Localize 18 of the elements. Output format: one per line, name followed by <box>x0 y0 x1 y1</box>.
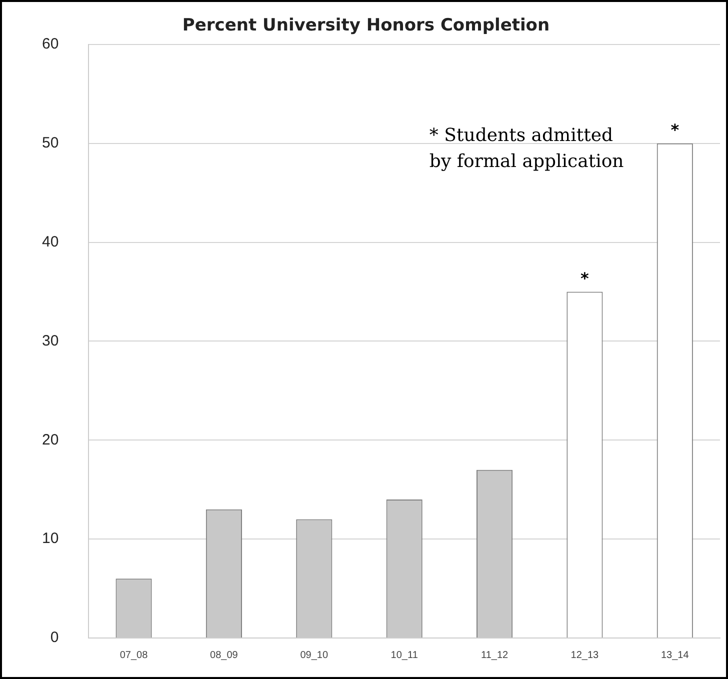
y-tick-label: 10 <box>42 530 59 548</box>
x-tick-label: 08_09 <box>210 650 238 661</box>
y-tick-label: 40 <box>42 233 59 250</box>
x-tick-label: 10_11 <box>390 650 418 661</box>
annotation: * <box>580 268 590 288</box>
x-tick-label: 13_14 <box>661 650 690 661</box>
y-tick-label: 30 <box>42 332 59 350</box>
x-tick-label: 12_13 <box>570 650 600 661</box>
y-tick-label: 0 <box>50 629 59 646</box>
annotation: * <box>670 120 680 140</box>
annotation: * Students admitted by formal application <box>429 125 624 172</box>
x-tick-label: 07_08 <box>120 650 148 661</box>
y-tick-label: 50 <box>42 134 59 152</box>
chart-title: Percent University Honors Completion <box>182 16 550 36</box>
x-tick-label: 11_12 <box>480 650 508 661</box>
y-tick-label: 20 <box>42 431 59 448</box>
y-tick-label: 60 <box>42 36 59 53</box>
x-tick-label: 09_10 <box>300 650 328 661</box>
